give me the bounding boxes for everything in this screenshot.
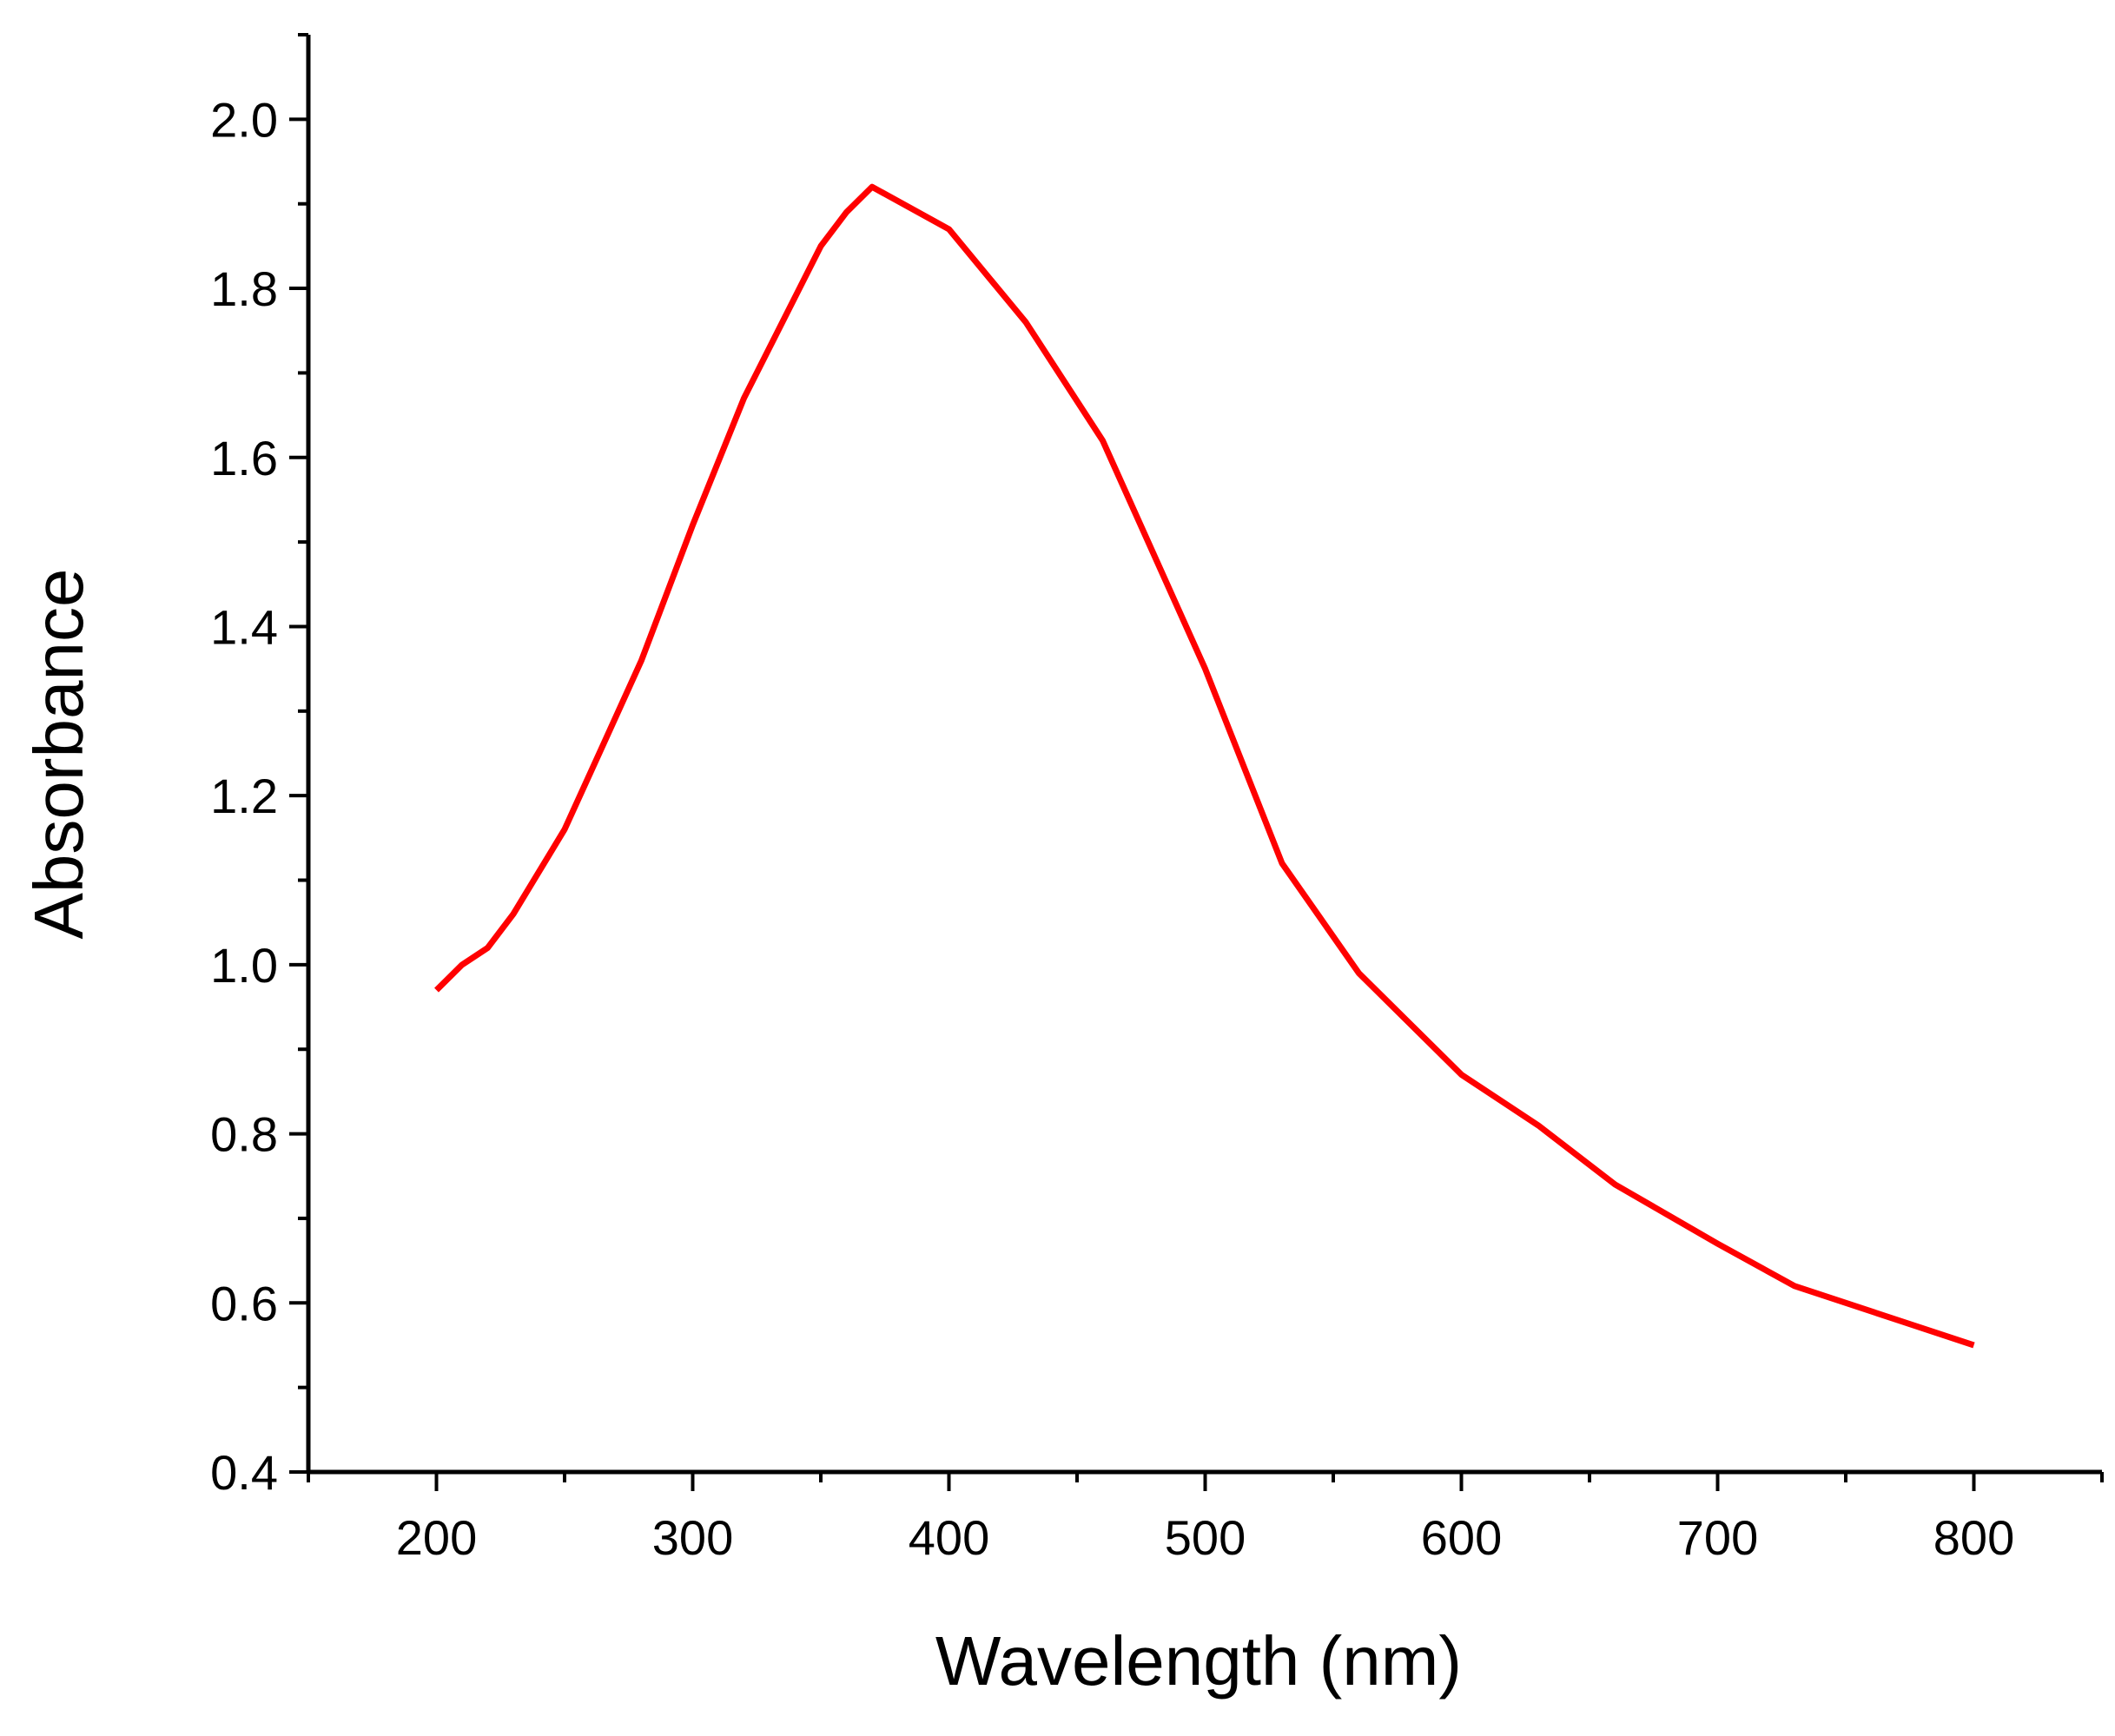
y-tick-label: 1.0: [210, 938, 278, 993]
axes: [306, 35, 2102, 1475]
y-tick-label: 0.6: [210, 1276, 278, 1330]
x-tick-label: 400: [909, 1510, 989, 1565]
y-tick-label: 1.6: [210, 431, 278, 485]
y-tick-label: 2.0: [210, 92, 278, 147]
y-axis-ticks: 0.4 0.6 0.8 1.0 1.2 1.4 1.6 1.8 2.0: [210, 33, 308, 1500]
y-tick-label: 1.4: [210, 599, 278, 654]
y-tick-label: 0.4: [210, 1445, 278, 1500]
y-tick-label: 0.8: [210, 1107, 278, 1162]
x-tick-label: 500: [1165, 1510, 1246, 1565]
x-axis-title: Wavelength (nm): [935, 1622, 1462, 1700]
series-layer: [434, 183, 1975, 1349]
x-tick-label: 800: [1933, 1510, 2014, 1565]
x-tick-label: 200: [396, 1510, 477, 1565]
series-line-absorbance: [434, 183, 1975, 1349]
y-tick-label: 1.2: [210, 769, 278, 823]
x-axis-ticks: 200 300 400 500 600 700 800: [307, 1472, 2104, 1565]
y-axis-title: Absorbance: [20, 569, 97, 940]
x-tick-label: 600: [1421, 1510, 1502, 1565]
x-tick-label: 300: [652, 1510, 733, 1565]
y-tick-label: 1.8: [210, 261, 278, 316]
x-tick-label: 700: [1677, 1510, 1758, 1565]
